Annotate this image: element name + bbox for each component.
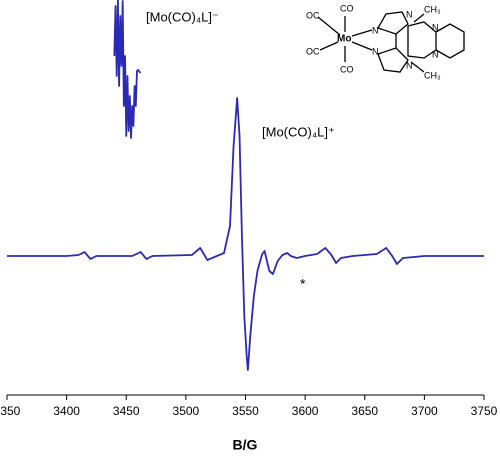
structure-label: OC (306, 46, 320, 56)
structure-label: OC (306, 10, 320, 20)
structure-label: N (406, 9, 413, 19)
structure-label: CH₃ (424, 70, 441, 80)
structure-label: CO (340, 64, 354, 74)
structure-label: N (372, 25, 379, 35)
structure-label: Mo (337, 34, 351, 45)
x-tick-label: 3600 (292, 404, 319, 418)
x-tick-label: 3400 (53, 404, 80, 418)
annotation: * (300, 276, 306, 292)
structure-label: CO (340, 3, 354, 13)
structure-label: N (432, 22, 439, 32)
x-tick-label: 3550 (232, 404, 259, 418)
structure-label: N (406, 60, 413, 70)
series-line (113, 0, 142, 139)
x-axis-label: B/G (233, 437, 258, 453)
structure-label: N (432, 49, 439, 59)
x-tick-label: 3450 (113, 404, 140, 418)
annotation: [Mo(CO)₄L]⁻ (146, 9, 219, 24)
x-tick-label: 3650 (351, 404, 378, 418)
structure-label: N (372, 46, 379, 56)
structure: OC CO OC CO Mo N N N N N N CH₃ CH₃ (306, 3, 465, 80)
x-tick-label: 3700 (411, 404, 438, 418)
structure-label: CH₃ (424, 4, 441, 14)
series-line (7, 97, 484, 371)
x-tick-label: 3500 (173, 404, 200, 418)
x-tick-label: 3750 (471, 404, 498, 418)
annotation: [Mo(CO)₄L]⁺ (262, 124, 335, 139)
